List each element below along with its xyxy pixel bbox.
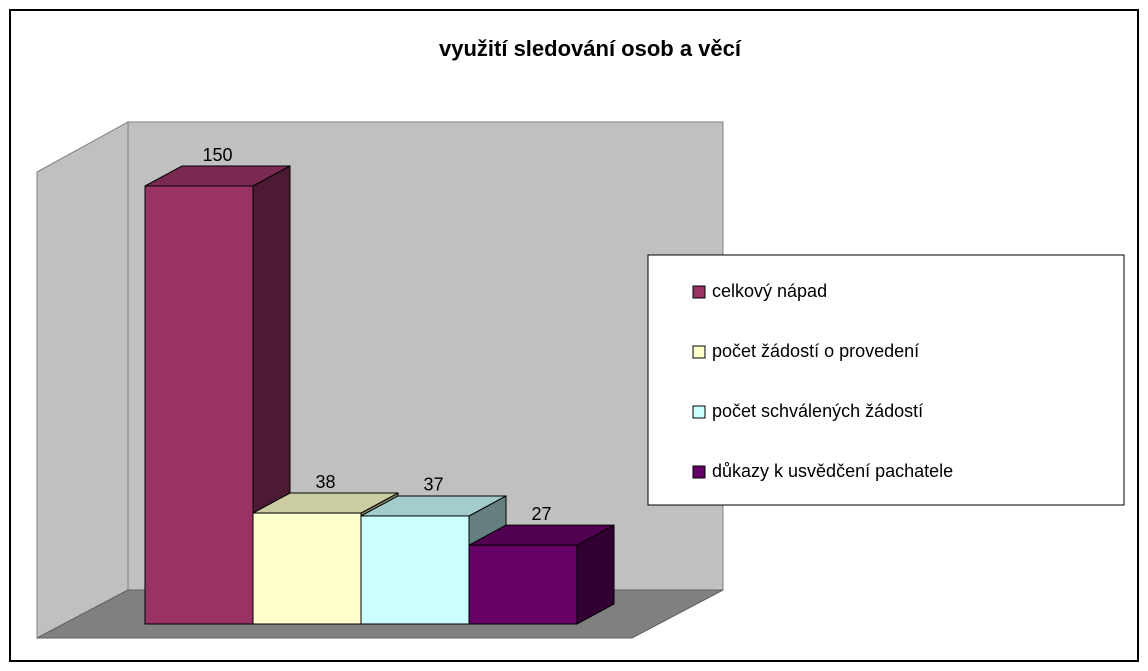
legend-swatch <box>692 285 706 299</box>
data-label: 38 <box>315 472 335 492</box>
data-label: 150 <box>202 145 232 165</box>
side-wall <box>36 121 129 639</box>
chart-title: využití sledování osob a věcí <box>439 36 742 61</box>
legend <box>647 254 1125 506</box>
legend-label: důkazy k usvědčení pachatele <box>712 461 953 481</box>
legend-swatch <box>692 405 706 419</box>
bar <box>252 512 362 625</box>
legend-swatch <box>692 345 706 359</box>
bar <box>468 544 578 625</box>
data-label: 27 <box>531 504 551 524</box>
bar <box>144 185 254 625</box>
legend-label: počet schválených žádostí <box>712 401 923 421</box>
legend-label: počet žádostí o provedení <box>712 341 919 361</box>
bar <box>360 515 470 625</box>
legend-label: celkový nápad <box>712 281 827 301</box>
data-label: 37 <box>423 475 443 495</box>
legend-swatch <box>692 465 706 479</box>
